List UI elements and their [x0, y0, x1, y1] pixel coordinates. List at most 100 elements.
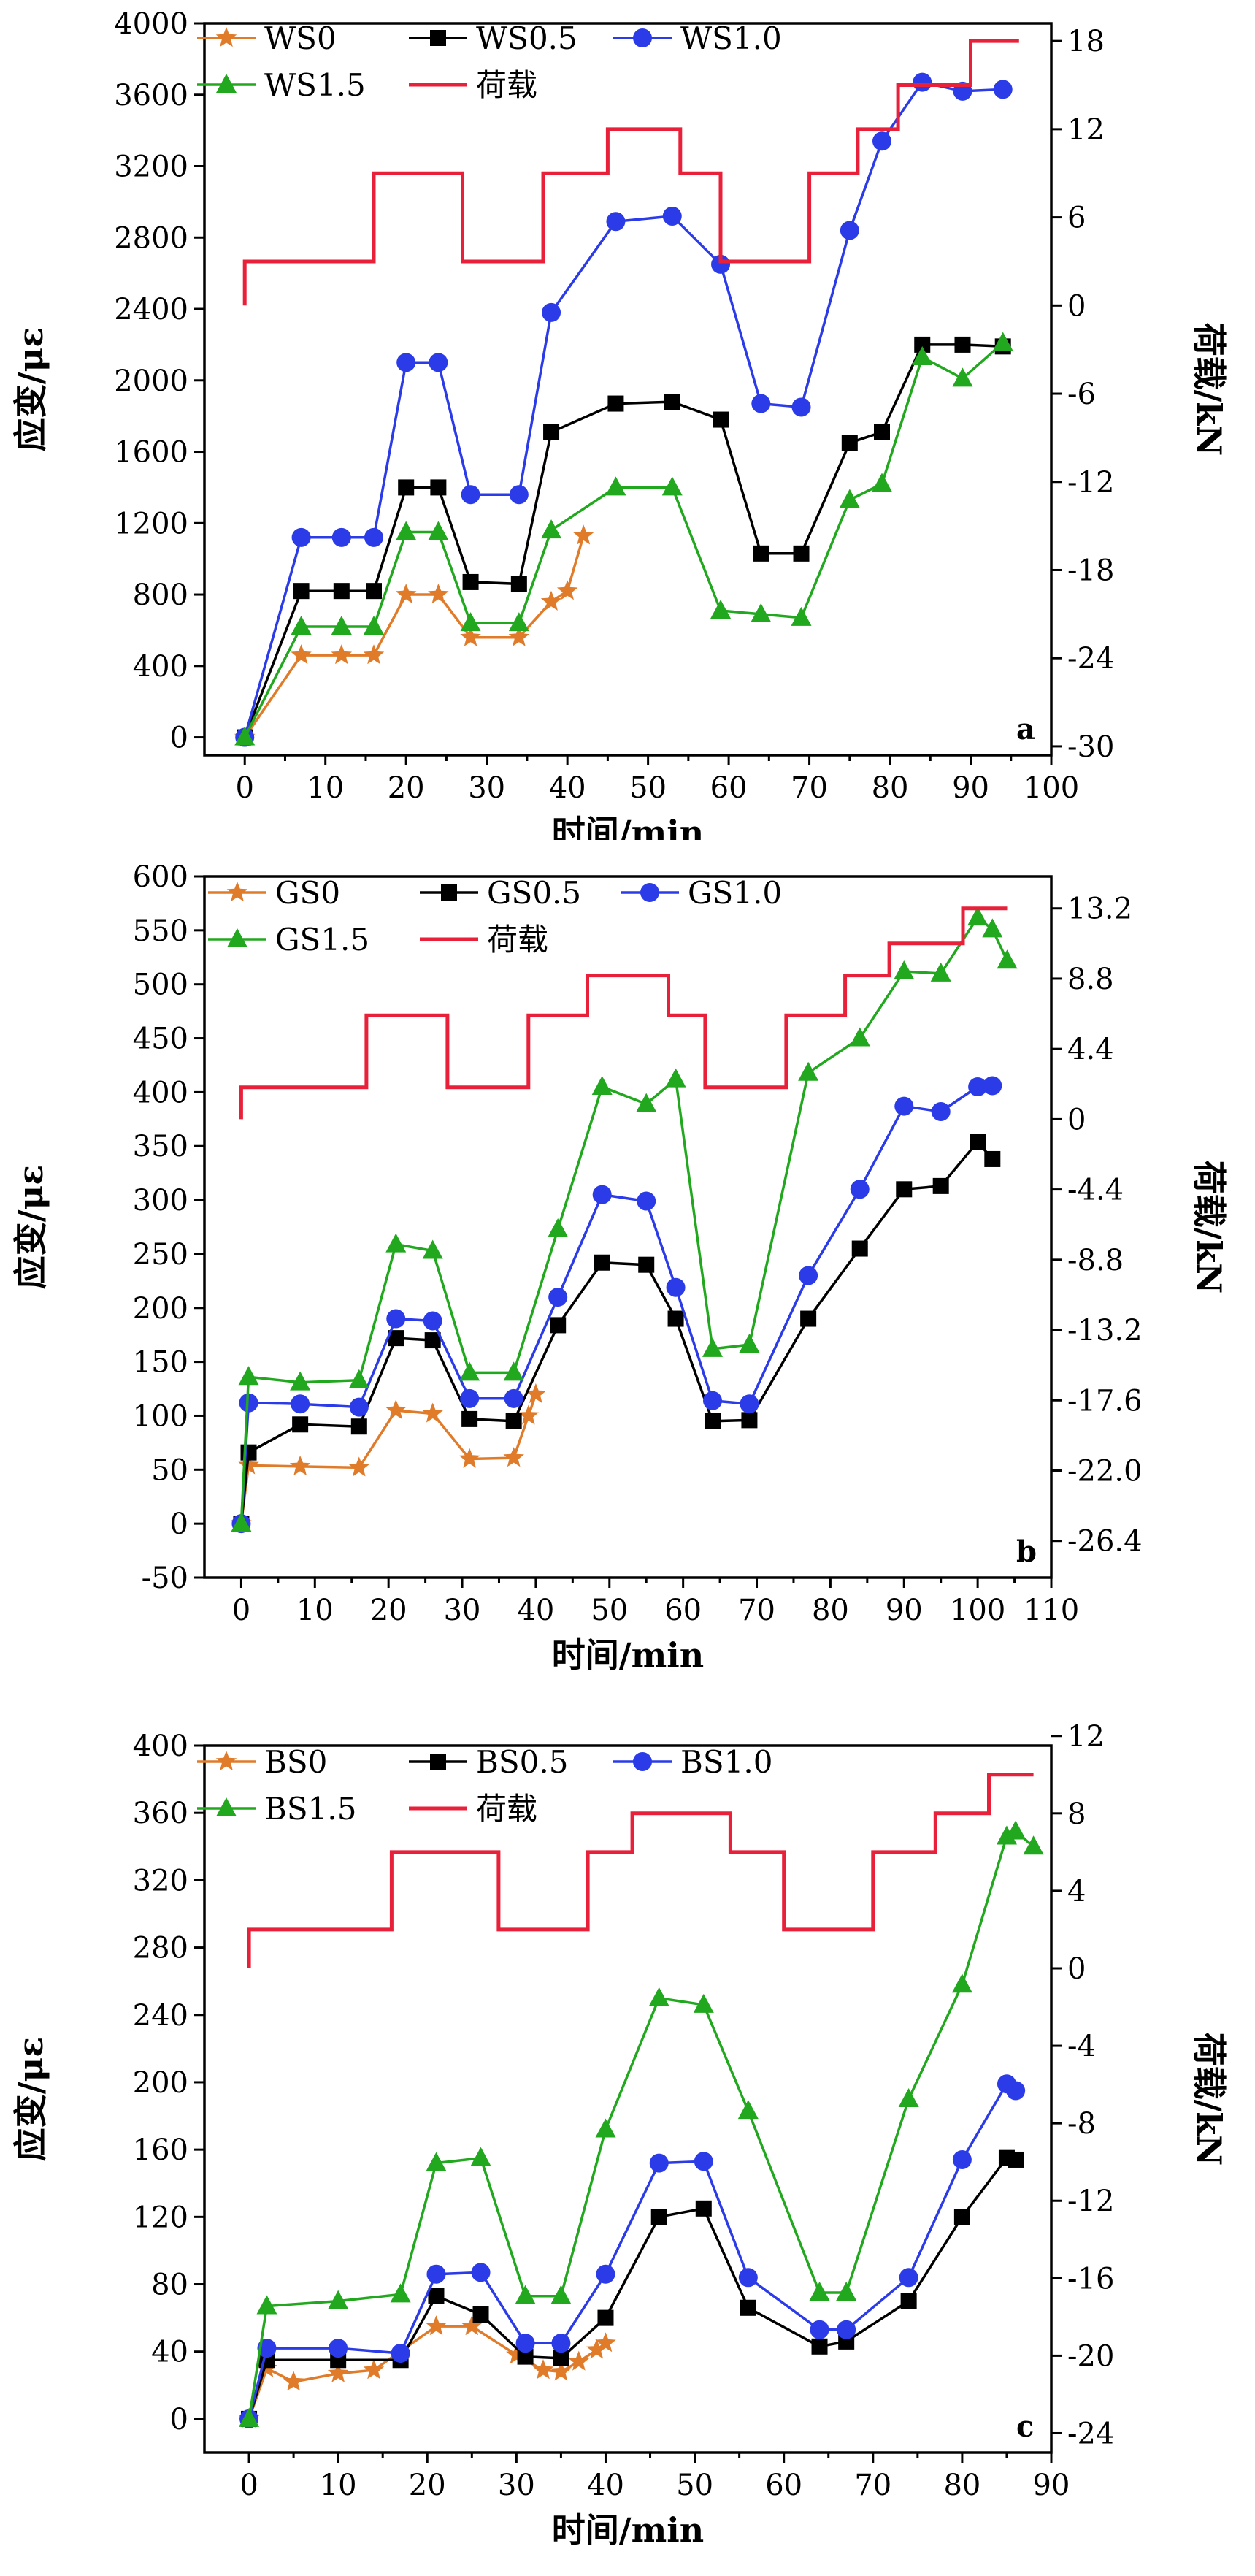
data-point	[508, 612, 529, 632]
data-point	[606, 212, 626, 232]
data-point	[390, 2283, 411, 2303]
y-tick-label: 0	[170, 722, 188, 755]
y2-tick-label: -17.6	[1067, 1384, 1143, 1418]
legend-marker	[215, 1751, 237, 1771]
data-point	[423, 1311, 442, 1331]
x-tick-label: 70	[791, 771, 828, 805]
legend-label: WS0.5	[476, 20, 577, 56]
data-point	[791, 606, 812, 626]
x-tick-label: 20	[370, 1594, 407, 1627]
data-point	[711, 254, 731, 274]
y2-tick-label: -4	[1067, 2030, 1096, 2063]
legend-label: 荷载	[476, 1791, 537, 1827]
data-point	[366, 583, 382, 600]
y-tick-label: 150	[133, 1346, 188, 1380]
y-tick-label: 2000	[114, 364, 188, 398]
data-point	[899, 2268, 918, 2288]
x-tick-label: 0	[239, 2469, 258, 2502]
y2-tick-label: -24	[1067, 2417, 1114, 2450]
y-tick-label: -50	[142, 1562, 188, 1595]
data-point	[385, 1399, 407, 1420]
data-point	[954, 336, 971, 353]
data-point	[428, 584, 449, 604]
y2-tick-label: -8.8	[1067, 1244, 1124, 1277]
legend-marker	[441, 884, 457, 901]
data-point	[428, 521, 449, 540]
y-tick-label: 400	[133, 1076, 188, 1109]
data-point	[900, 2293, 917, 2309]
y2-axis-label: 荷载/kN	[1189, 323, 1229, 456]
y-axis-label: 应变/με	[11, 1165, 50, 1289]
data-point	[996, 1825, 1017, 1845]
series-GS0	[231, 1383, 547, 1533]
data-point	[462, 573, 479, 590]
y2-tick-label: -24	[1067, 642, 1114, 676]
data-point	[662, 206, 682, 226]
data-point	[993, 80, 1013, 99]
data-point	[331, 527, 351, 547]
data-point	[398, 479, 415, 496]
y-tick-label: 500	[133, 968, 188, 1002]
y2-tick-label: -12	[1067, 466, 1114, 500]
data-point	[597, 2309, 614, 2326]
y-tick-label: 4000	[114, 7, 188, 41]
data-point	[751, 394, 771, 413]
data-point	[810, 2320, 829, 2339]
legend-label: WS1.0	[680, 20, 782, 56]
data-point	[970, 1134, 986, 1150]
y-tick-label: 40	[151, 2336, 188, 2369]
data-point	[328, 2290, 349, 2309]
legend-label: WS0	[264, 20, 337, 56]
x-tick-label: 10	[307, 771, 344, 805]
data-point	[914, 336, 931, 353]
data-point	[894, 1096, 914, 1116]
legend-label: 荷载	[476, 67, 537, 103]
y2-tick-label: -26.4	[1067, 1525, 1143, 1559]
y-tick-label: 350	[133, 1130, 188, 1163]
data-point	[541, 519, 562, 539]
legend-item: GS1.0	[621, 875, 782, 911]
data-point	[1006, 2081, 1026, 2101]
y-tick-label: 1600	[114, 436, 188, 470]
legend-item: WS0.5	[409, 20, 577, 56]
data-point	[740, 2299, 756, 2316]
data-point	[595, 2332, 616, 2353]
y2-tick-label: 0	[1067, 1103, 1086, 1136]
data-point	[664, 394, 680, 410]
x-tick-label: 0	[236, 771, 254, 805]
x-tick-label: 70	[738, 1594, 775, 1627]
x-tick-label: 110	[1024, 1594, 1079, 1627]
x-tick-label: 80	[872, 771, 909, 805]
data-point	[532, 2359, 554, 2380]
data-point	[503, 1447, 524, 1467]
data-point	[839, 489, 860, 508]
data-point	[293, 583, 310, 600]
data-point	[363, 644, 385, 665]
data-point	[327, 2362, 349, 2382]
y2-tick-label: -4.4	[1067, 1174, 1124, 1207]
y2-axis-label: 荷载/kN	[1189, 1161, 1229, 1294]
data-point	[388, 1330, 404, 1347]
data-point	[953, 2209, 970, 2225]
y-tick-label: 120	[133, 2201, 188, 2234]
y-tick-label: 100	[133, 1399, 188, 1433]
y-tick-label: 320	[133, 1864, 188, 1897]
y2-tick-label: 0	[1067, 289, 1086, 323]
series-BS1.0	[239, 2074, 1026, 2428]
data-point	[291, 616, 312, 635]
series-line	[247, 1773, 1034, 1968]
y-tick-label: 600	[133, 860, 188, 894]
data-point	[952, 2149, 972, 2169]
data-point	[666, 1277, 686, 1297]
legend: GS0 GS0.5 GS1.0 GS1.5 荷载	[208, 875, 782, 958]
data-point	[568, 2350, 590, 2371]
data-point	[391, 2344, 410, 2363]
data-point	[992, 332, 1013, 351]
data-point	[1005, 1820, 1026, 1840]
data-point	[741, 1412, 758, 1429]
legend-item: WS1.5	[197, 67, 366, 103]
series-WS1.5	[234, 332, 1013, 746]
y-tick-label: 200	[133, 1292, 188, 1326]
y-tick-label: 80	[151, 2269, 188, 2302]
data-point	[422, 1239, 443, 1259]
